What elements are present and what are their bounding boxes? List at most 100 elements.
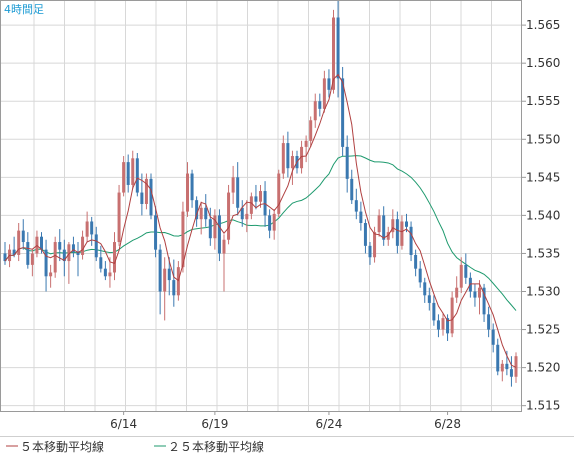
candle-body bbox=[459, 264, 463, 288]
candle bbox=[350, 169, 354, 204]
candle bbox=[167, 257, 171, 296]
candle-body bbox=[113, 242, 116, 273]
candle-body bbox=[53, 242, 57, 273]
candle bbox=[418, 261, 422, 288]
candle bbox=[249, 192, 253, 220]
candle-body bbox=[363, 223, 367, 246]
candle bbox=[290, 150, 294, 185]
candle-body bbox=[272, 213, 276, 231]
legend-label: ５本移動平均線 bbox=[20, 439, 104, 454]
legend-item-ma25: ２５本移動平均線 bbox=[154, 439, 264, 454]
candle bbox=[450, 291, 454, 338]
plot-border bbox=[0, 0, 522, 412]
candle-body bbox=[395, 219, 399, 246]
candle-body bbox=[30, 253, 34, 265]
candle-body bbox=[158, 249, 162, 292]
candle bbox=[281, 135, 285, 179]
candle bbox=[423, 277, 427, 303]
candle-body bbox=[446, 318, 450, 334]
candle-body bbox=[163, 268, 167, 292]
candle bbox=[231, 165, 235, 204]
candle-body bbox=[332, 17, 335, 90]
candle-body bbox=[49, 272, 53, 277]
candle-body bbox=[76, 251, 80, 255]
candle bbox=[208, 207, 212, 246]
candle bbox=[76, 242, 80, 277]
candle bbox=[368, 242, 372, 265]
candle-body bbox=[44, 249, 48, 277]
candle-body bbox=[514, 356, 518, 377]
candle bbox=[199, 201, 203, 235]
candle bbox=[478, 280, 481, 315]
candle bbox=[441, 312, 445, 336]
candle-body bbox=[304, 140, 308, 147]
candle-body bbox=[464, 264, 468, 278]
candle bbox=[217, 209, 221, 262]
candle-body bbox=[414, 254, 418, 269]
candle bbox=[427, 287, 431, 311]
legend-item-ma5: ５本移動平均線 bbox=[6, 439, 104, 454]
candle bbox=[496, 338, 500, 376]
candle-body bbox=[373, 232, 377, 258]
y-tick-label: 1.555 bbox=[526, 94, 560, 108]
candle-body bbox=[336, 17, 340, 79]
candle-body bbox=[487, 314, 491, 330]
ma25-line bbox=[4, 155, 517, 311]
candle-body bbox=[172, 280, 176, 296]
candle-body bbox=[176, 267, 180, 296]
grid-lines bbox=[0, 0, 522, 411]
candle-body bbox=[455, 287, 459, 298]
candle bbox=[131, 150, 135, 189]
x-tick-label: 6/28 bbox=[434, 417, 461, 431]
candle bbox=[195, 196, 199, 227]
candle bbox=[135, 152, 139, 197]
candle-body bbox=[386, 232, 390, 240]
candle-body bbox=[40, 236, 43, 250]
candle bbox=[455, 276, 459, 303]
candle bbox=[432, 295, 436, 326]
candle-body bbox=[391, 219, 395, 233]
y-tick-label: 1.560 bbox=[526, 56, 560, 70]
candle-body bbox=[90, 221, 94, 235]
candle-body bbox=[58, 242, 62, 250]
candle bbox=[144, 173, 148, 210]
candle-body bbox=[409, 226, 413, 255]
candle-body bbox=[290, 156, 294, 169]
candle-body bbox=[491, 329, 495, 345]
candle-body bbox=[231, 177, 235, 193]
candle bbox=[172, 259, 176, 307]
candle bbox=[514, 352, 518, 383]
candle bbox=[99, 245, 103, 273]
candle-body bbox=[217, 215, 221, 254]
y-axis-tick-labels: 1.515 1.520 1.525 1.530 1.535 1.540 1.545 1.550… bbox=[522, 18, 560, 413]
candle bbox=[473, 283, 477, 307]
plot-frame bbox=[0, 0, 522, 412]
candle bbox=[482, 283, 486, 322]
y-tick-label: 1.515 bbox=[526, 399, 560, 413]
candle-body bbox=[99, 257, 103, 269]
candle bbox=[377, 209, 381, 237]
candle-body bbox=[103, 268, 107, 277]
candle bbox=[373, 226, 377, 263]
candle-body bbox=[140, 192, 144, 204]
candle-body bbox=[359, 211, 363, 224]
candle-body bbox=[195, 200, 199, 220]
candle-body bbox=[227, 192, 231, 240]
candle bbox=[345, 135, 349, 193]
candle-body bbox=[135, 158, 139, 193]
candle-body bbox=[122, 162, 126, 193]
candle-body bbox=[208, 219, 212, 239]
candle-body bbox=[432, 302, 436, 321]
candle-body bbox=[181, 211, 185, 268]
candle bbox=[500, 360, 504, 382]
candle-body bbox=[81, 236, 85, 255]
candle-body bbox=[322, 78, 326, 109]
candle-body bbox=[71, 244, 75, 252]
candle-body bbox=[473, 291, 477, 298]
timeframe-label: 4時間足 bbox=[4, 3, 44, 16]
candle bbox=[30, 249, 34, 277]
candle-body bbox=[62, 249, 66, 262]
ma5-line bbox=[4, 73, 517, 368]
candle-body bbox=[313, 101, 317, 121]
